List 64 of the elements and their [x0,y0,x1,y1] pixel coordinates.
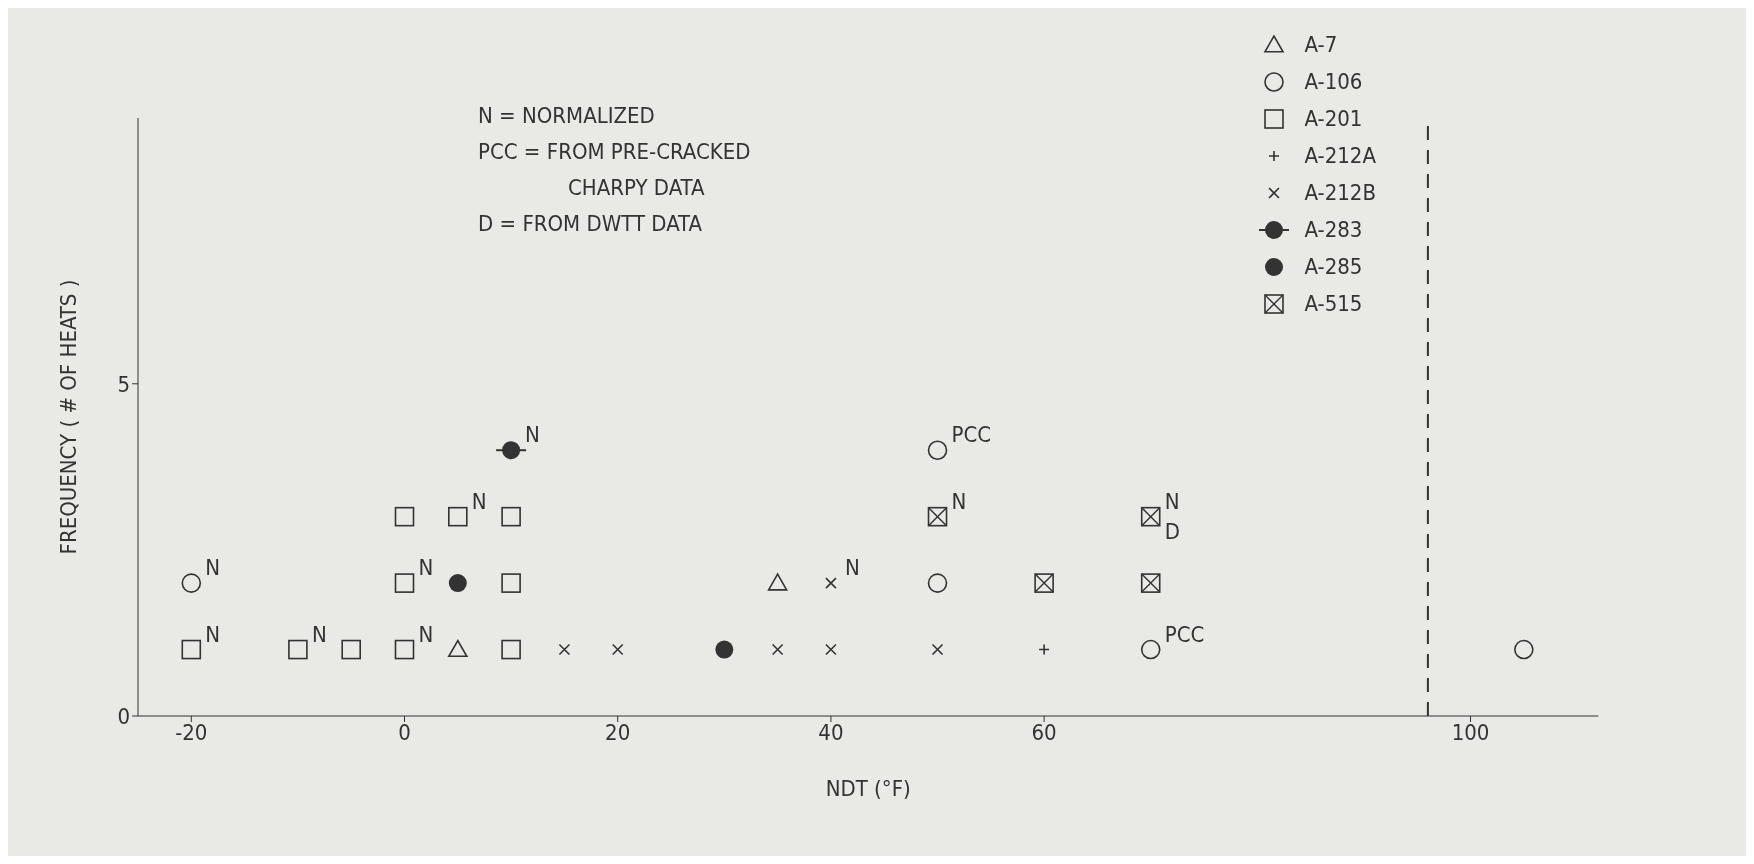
legend-label: A-201 [1304,106,1363,131]
point [181,573,202,593]
point [181,639,202,660]
annotation: N = NORMALIZED [478,102,656,130]
point [288,639,308,660]
point [448,574,467,593]
point [501,573,521,593]
annotation: N [418,621,434,647]
annotation: PCC = FROM PRE-CRACKED [478,138,751,166]
x-tick-label: 0 [398,719,411,745]
annotation: N [471,488,487,514]
annotation: N [951,488,967,514]
point [825,577,837,589]
point [341,639,362,660]
legend-label: A-283 [1304,217,1363,242]
annotation: N [844,555,860,581]
point [394,573,415,593]
annotation: N [205,555,221,581]
point [931,643,944,656]
annotation: N [525,422,540,448]
annotation: D [1164,518,1180,544]
point [927,573,948,593]
point [558,643,571,656]
legend-label: A-285 [1304,254,1363,279]
point [1034,573,1054,593]
x-tick-label: 40 [818,719,844,745]
point [394,639,415,660]
point [448,506,468,527]
legend-label: A-106 [1304,69,1363,94]
point [1140,639,1161,660]
point [715,640,734,659]
point [1140,506,1161,527]
point [394,506,415,527]
annotation: D = FROM DWTT DATA [478,210,703,238]
x-tick-label: 20 [605,719,631,745]
point [767,573,788,591]
point [501,639,521,660]
x-tick-label: 100 [1451,719,1490,745]
annotation: CHARPY DATA [567,174,706,202]
annotation: PCC [1164,621,1205,647]
annotation: PCC [951,422,992,448]
point [501,506,521,527]
point [611,643,624,656]
legend-label: A-212B [1304,180,1376,205]
legend-label: A-212A [1304,143,1376,168]
point [448,639,468,658]
y-axis-title: FREQUENCY ( # OF HEATS ) [55,279,81,555]
point [1038,643,1050,656]
point [771,643,784,656]
annotation: N [418,555,434,581]
point [1140,573,1161,593]
legend-label: A-7 [1304,32,1338,57]
x-axis-title: NDT (°F) [825,776,911,801]
annotation: N [1164,488,1180,514]
y-tick-label: 5 [117,371,130,397]
point [927,506,948,527]
annotation: N [311,621,327,647]
annotation: N [205,621,221,647]
point [825,643,837,656]
x-tick-label: -20 [175,719,208,745]
x-tick-label: 60 [1031,719,1057,745]
point [927,440,948,461]
point [1514,639,1534,660]
legend-label: A-515 [1304,291,1363,316]
